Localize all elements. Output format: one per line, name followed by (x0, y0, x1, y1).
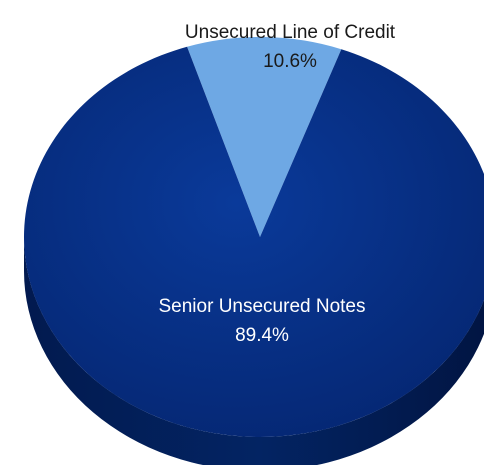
slice-value-unsecured-line-of-credit: 10.6% (263, 51, 317, 72)
slice-label-unsecured-line-of-credit: Unsecured Line of Credit (185, 22, 396, 43)
pie-slice-unsecured-line-of-credit (187, 37, 342, 237)
pie-slice-senior-unsecured-notes (24, 46, 484, 437)
slice-label-senior-unsecured-notes: Senior Unsecured Notes (159, 296, 366, 317)
slice-value-senior-unsecured-notes: 89.4% (235, 325, 289, 346)
pie-slices (24, 37, 484, 437)
